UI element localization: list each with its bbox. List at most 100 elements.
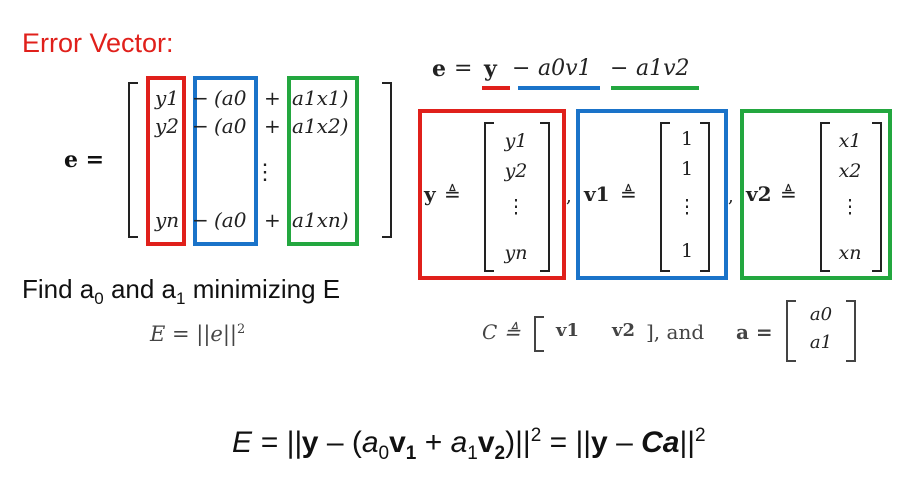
v1-entry: 1 [680,158,694,180]
eq-v2: v [477,426,495,459]
eq-y2: y [591,426,608,459]
C-def-label: C ≜ [482,320,521,344]
C-left-bracket [534,316,544,352]
y-entry: yn [504,242,528,264]
right-bracket [382,82,392,238]
underline-a0v1 [518,86,600,90]
v2-vector-name: v2 [746,182,772,206]
top-eq-minus2: − [610,56,629,81]
final-equation: E = ||y – (a0v1 + a1v2)||2 = ||y – Ca||2 [232,425,706,465]
a1x-column-box [287,76,359,246]
y-right-bracket [540,122,550,272]
row-a1x: a1xn) [292,208,349,232]
row-a0: (a0 [214,86,247,110]
eq-v1-sub: 1 [405,443,417,464]
y-entry: y2 [504,160,528,182]
C-v1: v1 [556,320,579,341]
top-eq-term1: a0v1 [538,56,592,81]
v1-vector-box [576,109,728,280]
a-entry: a1 [809,332,833,353]
row-plus: + [264,86,281,110]
eq-part4: – [607,426,642,459]
matrix-vdots: ⋮ [254,160,276,185]
row-a0: (a0 [214,114,247,138]
comma: , [566,186,572,207]
E-def-text: E = ||e|| [150,322,238,346]
v2-def-symbol: ≜ [780,182,797,206]
a-left-bracket [786,300,796,362]
row-y: y2 [155,114,180,138]
row-a1x: a1x2) [292,114,349,138]
row-a0: (a0 [214,208,247,232]
e-lhs-label: e = [64,147,105,173]
eq-Ca: Ca [641,426,680,459]
C-v2: v2 [612,320,635,341]
a-right-bracket [846,300,856,362]
find-suffix: minimizing E [185,274,341,304]
a-def-label: a = [736,320,773,344]
y-entry: ⋮ [506,196,526,218]
y-column-box [146,76,186,246]
eq-sq1: 2 [530,425,542,446]
eq-part2: – ( [318,426,362,459]
row-minus: − [192,86,209,110]
y-left-bracket [484,122,494,272]
v2-entry: xn [838,242,862,264]
y-vector-box [418,109,566,280]
eq-v2-sub: 2 [494,443,506,464]
a0-column-box [193,76,258,246]
v1-entry: 1 [680,128,694,150]
find-prefix: Find a [22,274,95,304]
v1-vector-name: v1 [584,182,610,206]
left-bracket [128,82,138,238]
y-vector-name: y [424,182,436,206]
row-minus: − [192,114,209,138]
v2-right-bracket [872,122,882,272]
y-def-symbol: ≜ [444,182,461,206]
v2-vector-box [740,109,892,280]
eq-y: y [301,426,319,459]
row-y: y1 [155,86,180,110]
eq-part1: E = || [232,426,302,459]
v2-entry: x2 [838,160,862,182]
E-def-exponent: 2 [237,322,246,337]
top-eq-equals: = [454,56,473,81]
v2-entry: x1 [838,130,862,152]
eq-a1: a [450,426,468,459]
a-entry: a0 [809,304,833,325]
find-sub0: 0 [94,289,104,309]
eq-plus: + [416,426,451,459]
section-title: Error Vector: [22,28,174,58]
C-and: ], and [646,320,705,344]
row-y: yn [155,208,180,232]
E-definition: E = ||e||2 [150,322,245,346]
eq-part3: = || [541,426,592,459]
v1-left-bracket [660,122,670,272]
row-minus: − [192,208,209,232]
v2-left-bracket [820,122,830,272]
top-eq-term2: a1v2 [636,56,690,81]
eq-sq2: 2 [695,425,706,446]
eq-a1-sub: 1 [467,443,478,464]
eq-a0: a [361,426,379,459]
top-eq-y: y [484,56,497,82]
underline-a1v2 [611,86,699,90]
v1-right-bracket [700,122,710,272]
y-entry: y1 [504,130,528,152]
find-instruction: Find a0 and a1 minimizing E [22,274,340,309]
row-plus: + [264,208,281,232]
find-sub1: 1 [176,289,186,309]
row-a1x: a1x1) [292,86,349,110]
eq-v1: v [389,426,406,459]
v2-entry: ⋮ [840,196,860,218]
find-mid: and a [103,274,177,304]
eq-a0-sub: 0 [378,443,390,464]
v1-def-symbol: ≜ [620,182,637,206]
top-eq-e: e [432,56,446,82]
eq-close: )|| [505,426,531,459]
top-eq-minus1: − [512,56,531,81]
comma: , [728,186,734,207]
v1-entry: 1 [680,240,694,262]
v1-entry: ⋮ [677,196,697,218]
eq-close2: || [679,426,696,459]
